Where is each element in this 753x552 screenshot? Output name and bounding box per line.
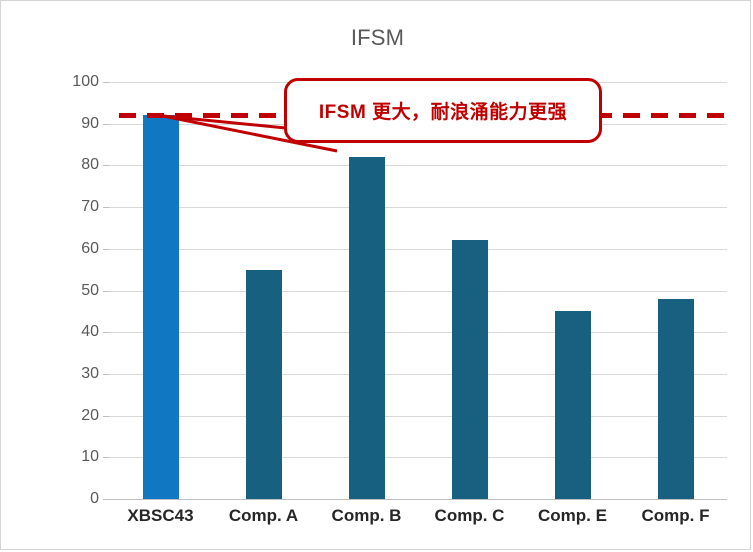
callout-box: IFSM 更大，耐浪涌能力更强 — [284, 78, 602, 143]
x-tick-label-comp-b: Comp. B — [331, 506, 402, 525]
y-tick-label-100: 100 — [72, 73, 99, 90]
plot-area — [103, 82, 727, 500]
bar-comp-f[interactable] — [657, 298, 694, 499]
y-tick-label-20: 20 — [81, 406, 99, 424]
tick-mark-10 — [103, 457, 109, 459]
y-tick-label-0: 0 — [90, 490, 99, 507]
gridline-50 — [109, 290, 727, 292]
y-tick-label-40: 40 — [81, 323, 99, 341]
y-tick-label-60: 60 — [81, 239, 99, 257]
gridline-80 — [109, 165, 727, 167]
bar-comp-e[interactable] — [554, 311, 591, 499]
gridline-40 — [109, 332, 727, 334]
y-tick-label-90: 90 — [81, 114, 99, 132]
y-tick-label-50: 50 — [81, 281, 99, 299]
bar-xbsc43[interactable] — [142, 115, 179, 499]
x-tick-label-comp-f: Comp. F — [641, 506, 710, 525]
tick-mark-50 — [103, 290, 109, 292]
y-tick-label-30: 30 — [81, 364, 99, 382]
tick-mark-20 — [103, 415, 109, 417]
x-tick-label-comp-e: Comp. E — [538, 506, 607, 525]
gridline-10 — [109, 457, 727, 459]
tick-mark-0 — [103, 499, 109, 500]
y-tick-label-70: 70 — [81, 198, 99, 216]
tick-mark-80 — [103, 165, 109, 167]
gridline-60 — [109, 248, 727, 250]
tick-mark-40 — [103, 332, 109, 334]
x-axis-tick-labels: XBSC43 Comp. A Comp. B Comp. C Comp. E Comp. … — [109, 506, 727, 542]
y-tick-label-80: 80 — [81, 156, 99, 174]
y-tick-label-10: 10 — [81, 448, 99, 466]
tick-mark-60 — [103, 248, 109, 250]
bar-comp-a[interactable] — [245, 269, 282, 499]
x-tick-label-comp-c: Comp. C — [434, 506, 505, 525]
bar-comp-c[interactable] — [451, 240, 488, 499]
gridline-70 — [109, 207, 727, 209]
tick-mark-100 — [103, 82, 109, 83]
gridline-30 — [109, 373, 727, 375]
tick-mark-30 — [103, 373, 109, 375]
gridline-20 — [109, 415, 727, 417]
tick-mark-90 — [103, 123, 109, 125]
y-axis-tick-labels: 100 90 80 70 60 50 40 30 20 10 0 — [47, 74, 99, 507]
x-tick-label-xbsc43: XBSC43 — [127, 506, 194, 525]
chart-title: IFSM — [350, 25, 405, 50]
x-tick-label-comp-a: Comp. A — [228, 506, 299, 525]
gridline-0 — [109, 499, 727, 500]
tick-mark-70 — [103, 207, 109, 209]
callout-text: IFSM 更大，耐浪涌能力更强 — [318, 102, 568, 123]
bar-comp-b[interactable] — [348, 157, 385, 499]
